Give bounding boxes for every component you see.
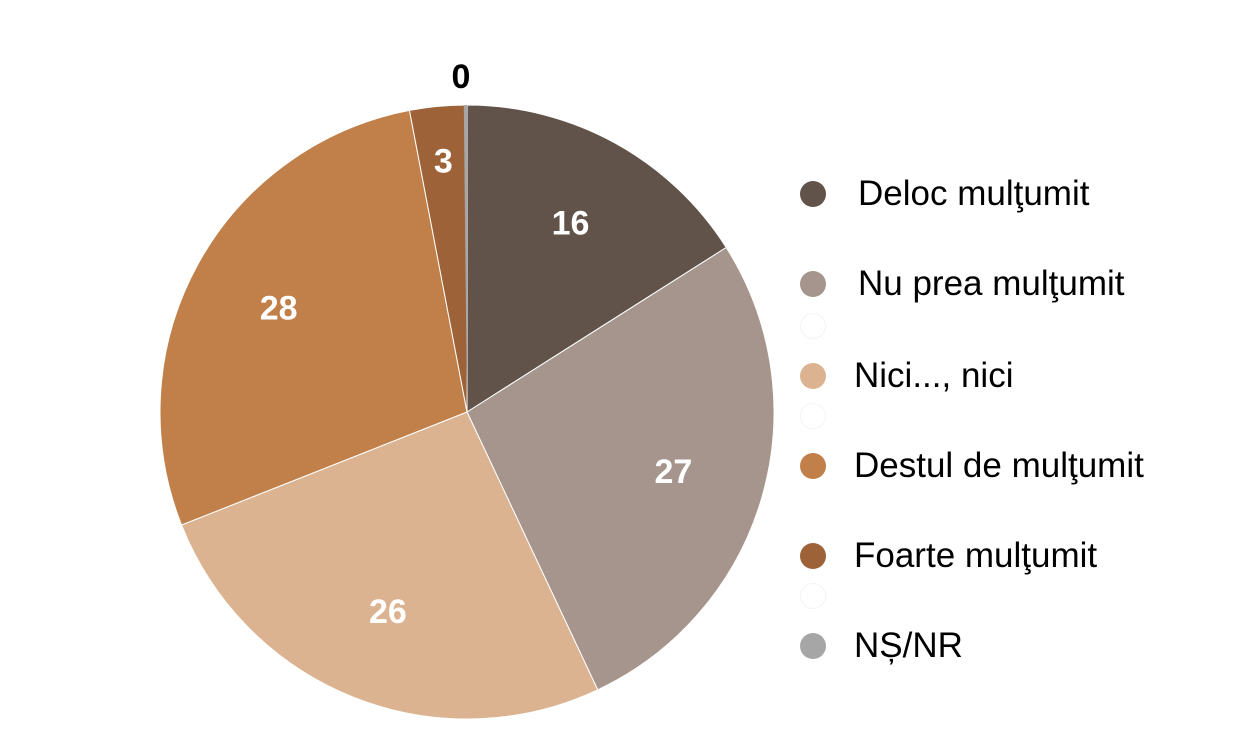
data-label-ns-nr: 0	[452, 58, 471, 96]
pie-slices	[159, 104, 775, 720]
legend-swatch-destul-de-multumit	[800, 453, 826, 479]
legend-label-nu-prea-multumit: Nu prea mulţumit	[858, 264, 1125, 303]
data-label-nici-nici: 26	[369, 593, 407, 631]
legend-label-nici-nici: Nici..., nici	[854, 356, 1014, 395]
data-label-destul-de-multumit: 28	[260, 289, 298, 327]
legend-item-ns-nr: NȘ/NR	[800, 626, 963, 666]
legend-item-foarte-multumit: Foarte mulţumit	[800, 536, 1097, 576]
legend-swatch-nu-prea-multumit	[800, 271, 826, 297]
legend-item-destul-de-multumit: Destul de mulţumit	[800, 446, 1144, 486]
legend-label-deloc-multumit: Deloc mulţumit	[858, 174, 1090, 213]
legend-label-ns-nr: NȘ/NR	[854, 626, 963, 665]
pie-slice-nici-nici	[180, 411, 599, 720]
legend-swatch-deloc-multumit	[800, 181, 826, 207]
pie-slice-deloc-multumit	[466, 104, 727, 413]
pie-slice-destul-de-multumit	[159, 109, 468, 526]
legend-empty-marker	[800, 313, 826, 339]
data-label-nu-prea-multumit: 27	[654, 453, 692, 491]
legend-item-deloc-multumit: Deloc mulţumit	[800, 174, 1089, 214]
legend-swatch-ns-nr	[800, 633, 826, 659]
legend-empty-marker	[800, 583, 826, 609]
legend-item-nici-nici: Nici..., nici	[800, 356, 1013, 396]
legend-label-foarte-multumit: Foarte mulţumit	[854, 536, 1098, 575]
legend-swatch-foarte-multumit	[800, 543, 826, 569]
legend-swatch-nici-nici	[800, 363, 826, 389]
pie-slice-ns-nr	[463, 105, 467, 412]
legend-item-nu-prea-multumit: Nu prea mulţumit	[800, 264, 1124, 304]
legend-empty-marker	[800, 403, 826, 429]
legend-label-destul-de-multumit: Destul de mulţumit	[854, 446, 1144, 485]
data-label-foarte-multumit: 3	[434, 142, 453, 180]
pie-slice-foarte-multumit	[408, 104, 468, 413]
data-label-deloc-multumit: 16	[552, 205, 590, 243]
pie-slice-nu-prea-multumit	[466, 246, 775, 691]
